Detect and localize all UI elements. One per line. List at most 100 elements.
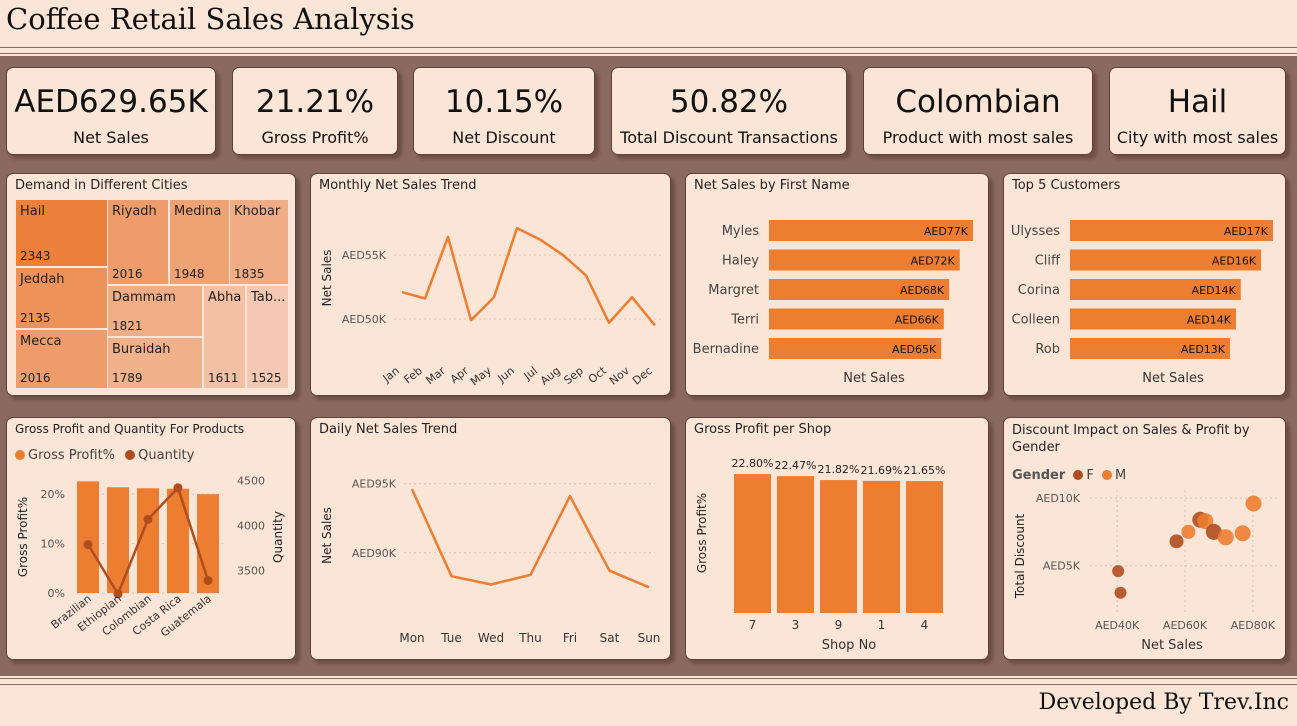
x-tick-label: Tue <box>440 631 462 645</box>
products-combo-chart: 0% 10% 20% 3500 4000 4500 Gross Profit% Quantit… <box>16 475 285 640</box>
series-line <box>401 226 656 327</box>
x-tick-label: Sat <box>600 631 620 645</box>
x-tick-label: Jan <box>380 364 402 385</box>
x-tick-label: Apr <box>448 364 471 386</box>
x-tick-label: AED40K <box>1095 619 1140 632</box>
daily-line-chart: AED90K AED95K Net Sales Mon Tue Wed Thu Fri Sat S… <box>320 478 661 645</box>
bar <box>1070 338 1231 359</box>
y2-tick-label: 4500 <box>237 475 265 488</box>
treemap-cell-value: 1525 <box>251 371 282 385</box>
x-tick-label: 3 <box>792 618 800 632</box>
kpi-value: Colombian <box>895 84 1061 120</box>
treemap-cell-label: Hail <box>20 204 45 219</box>
scatter-point <box>1181 524 1196 539</box>
chart-title: Gross Profit per Shop <box>694 422 832 437</box>
treemap-cell-buraidah[interactable]: Buraidah 1789 <box>107 337 203 389</box>
kpi-discount-transactions[interactable]: 50.82% Total Discount Transactions <box>611 67 847 155</box>
kpi-net-sales[interactable]: AED629.65K Net Sales <box>6 67 216 155</box>
treemap-cell-khobar[interactable]: Khobar 1835 <box>229 199 289 285</box>
chart-title: Discount Impact on Sales & Profit by Gen… <box>1012 423 1250 455</box>
legend-dot-icon <box>125 450 136 460</box>
treemap-cell-medina[interactable]: Medina 1948 <box>169 199 231 285</box>
x-tick-label: Feb <box>401 364 424 386</box>
treemap-cell-label: Riyadh <box>112 204 157 219</box>
y2-axis-title: Quantity <box>271 511 285 563</box>
treemap-cell-value: 1948 <box>174 267 205 281</box>
treemap-cell-hail[interactable]: Hail 2343 <box>15 199 115 267</box>
x-tick-label: AED80K <box>1231 619 1276 632</box>
kpi-top-city[interactable]: Hail City with most sales <box>1109 67 1286 155</box>
kpi-label: Net Sales <box>73 128 149 147</box>
x-tick-label: Sun <box>638 631 661 645</box>
kpi-net-discount[interactable]: 10.15% Net Discount <box>413 67 595 155</box>
x-tick-label: May <box>468 364 494 389</box>
treemap-cell-label: Jeddah <box>20 272 65 287</box>
x-tick-label: Oct <box>586 364 610 386</box>
y-tick-label: Terri <box>730 313 759 328</box>
x-tick-label: Wed <box>478 631 504 645</box>
x-tick-label: Thu <box>518 631 542 645</box>
quantity-point <box>173 483 183 493</box>
legend-item: F <box>1086 468 1094 483</box>
products-card[interactable]: Gross Profit and Quantity For Products G… <box>6 417 296 660</box>
x-axis-title: Net Sales <box>843 371 905 386</box>
data-label: AED16K <box>1212 255 1257 268</box>
treemap-cell-value: 1821 <box>112 319 143 333</box>
treemap-cell-value: 1789 <box>112 371 143 385</box>
shop-card[interactable]: Gross Profit per Shop 22.80% 7 22.47% 3 21.8… <box>685 417 989 660</box>
chart-legend: Gross Profit% Quantity <box>15 448 194 463</box>
x-tick-label: 9 <box>835 618 843 632</box>
treemap-cell-jeddah[interactable]: Jeddah 2135 <box>15 267 115 329</box>
x-tick-label: 1 <box>878 618 886 632</box>
treemap-cell-abha[interactable]: Abha 1611 <box>203 285 246 389</box>
monthly-trend-card[interactable]: Monthly Net Sales Trend AED50K AED55K Net … <box>310 173 671 396</box>
kpi-gross-profit[interactable]: 21.21% Gross Profit% <box>232 67 398 155</box>
bar <box>769 308 944 330</box>
chart-title: Top 5 Customers <box>1012 178 1121 193</box>
kpi-top-product[interactable]: Colombian Product with most sales <box>863 67 1093 155</box>
bar <box>1070 249 1262 271</box>
y-tick-label: Bernadine <box>693 342 759 357</box>
treemap-cell-label: Mecca <box>20 334 62 349</box>
treemap-cell-tabuk[interactable]: Tab... 1525 <box>246 285 289 389</box>
y-axis-title: Gross Profit% <box>16 497 30 577</box>
treemap-cell-riyadh[interactable]: Riyadh 2016 <box>107 199 169 285</box>
chart-legend: Gender F M <box>1012 468 1126 483</box>
chart-title: Net Sales by First Name <box>694 178 850 193</box>
chart-title: Daily Net Sales Trend <box>319 422 458 437</box>
chart-title: Gross Profit and Quantity For Products <box>15 422 245 436</box>
header-divider <box>0 47 1297 48</box>
data-label: AED13K <box>1181 343 1226 356</box>
y-tick-label: Haley <box>722 254 759 269</box>
footer-divider <box>0 678 1297 679</box>
treemap-card[interactable]: Demand in Different Cities Hail 2343 Jedda… <box>6 173 296 396</box>
treemap-cell-dammam[interactable]: Dammam 1821 <box>107 285 203 337</box>
bar <box>1070 279 1241 300</box>
data-label: AED14K <box>1192 284 1237 297</box>
kpi-value: AED629.65K <box>14 84 208 120</box>
footer-credit: Developed By Trev.Inc <box>1038 690 1289 715</box>
treemap-cell-label: Khobar <box>234 204 281 219</box>
scatter-point <box>1197 513 1214 530</box>
first-name-card[interactable]: Net Sales by First Name Myles AED77K Haley… <box>685 173 989 396</box>
y-tick-label: AED90K <box>352 547 397 560</box>
bar <box>77 481 99 593</box>
y-tick-label: Corina <box>1018 283 1060 298</box>
y-tick-label: Colleen <box>1012 313 1061 328</box>
scatter-point <box>1234 525 1251 542</box>
treemap-cell-label: Abha <box>208 290 242 305</box>
data-label: AED66K <box>895 314 940 327</box>
kpi-value: 21.21% <box>255 84 375 120</box>
treemap: Hail 2343 Jeddah 2135 Mecca 2016 Riyadh 2016 Med… <box>7 174 295 395</box>
page-title: Coffee Retail Sales Analysis <box>6 2 415 36</box>
y-tick-label: AED50K <box>342 313 387 326</box>
daily-trend-card[interactable]: Daily Net Sales Trend AED90K AED95K Net Sa… <box>310 417 671 660</box>
y-axis-title: Net Sales <box>320 250 334 307</box>
bar <box>1070 308 1236 330</box>
x-tick-label: Jun <box>495 364 517 385</box>
top-customers-card[interactable]: Top 5 Customers Ulysses AED17K Cliff AED16K… <box>1003 173 1286 396</box>
data-label: AED68K <box>900 284 945 297</box>
treemap-cell-mecca[interactable]: Mecca 2016 <box>15 329 115 389</box>
discount-scatter-card[interactable]: Discount Impact on Sales & Profit by Gen… <box>1003 417 1286 660</box>
legend-dot-icon <box>15 450 25 460</box>
